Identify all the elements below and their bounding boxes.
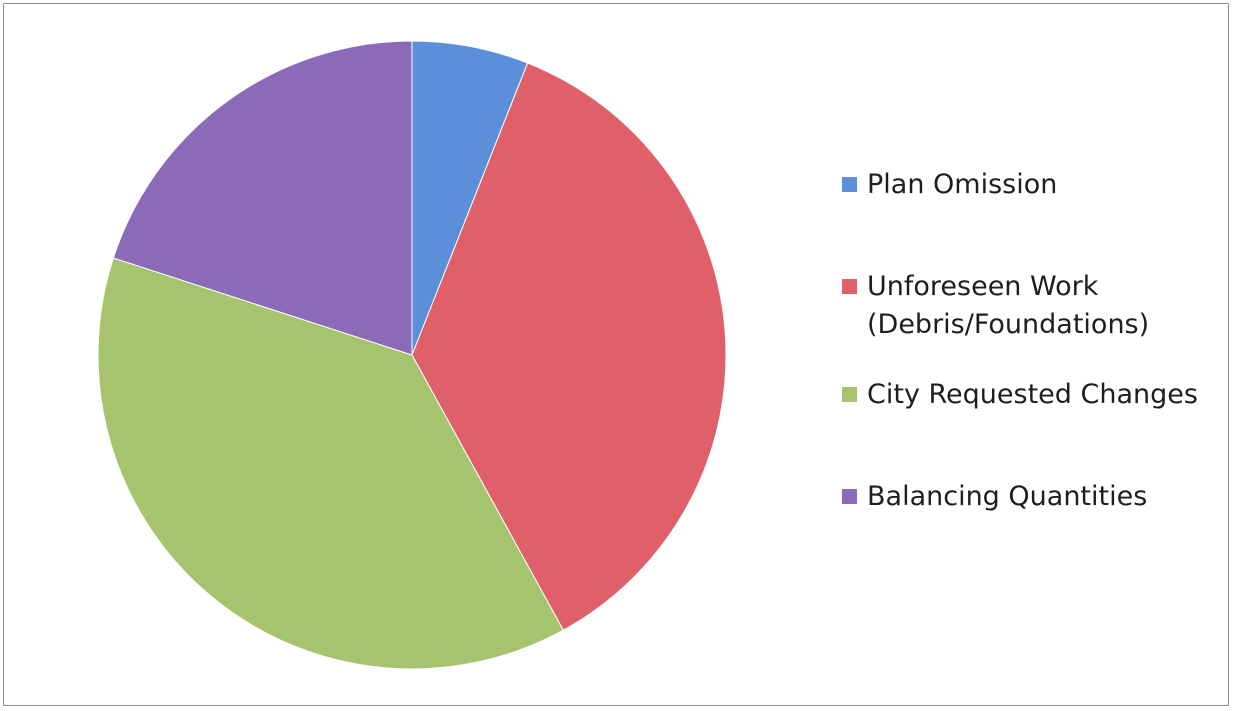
legend-item: Unforeseen Work (Debris/Foundations) — [842, 268, 1232, 344]
legend-item: Plan Omission — [842, 166, 1232, 204]
legend-label: Plan Omission — [867, 169, 1058, 200]
legend-item: Balancing Quantities — [842, 478, 1232, 516]
chart-frame: Plan Omission Unforeseen Work (Debris/Fou… — [3, 3, 1229, 706]
legend-label: Unforeseen Work (Debris/Foundations) — [867, 271, 1150, 340]
pie-slice-2 — [97, 257, 564, 670]
pie-slice-1 — [411, 62, 727, 631]
pie-slice-0 — [411, 40, 529, 356]
legend-label: Balancing Quantities — [867, 481, 1148, 512]
legend-swatch — [842, 279, 857, 294]
legend-label: City Requested Changes — [867, 379, 1198, 410]
legend-swatch — [842, 489, 857, 504]
pie-chart — [97, 40, 727, 670]
legend-swatch — [842, 177, 857, 192]
legend-item: City Requested Changes — [842, 376, 1232, 414]
pie-slice-3 — [112, 40, 413, 356]
legend-swatch — [842, 387, 857, 402]
